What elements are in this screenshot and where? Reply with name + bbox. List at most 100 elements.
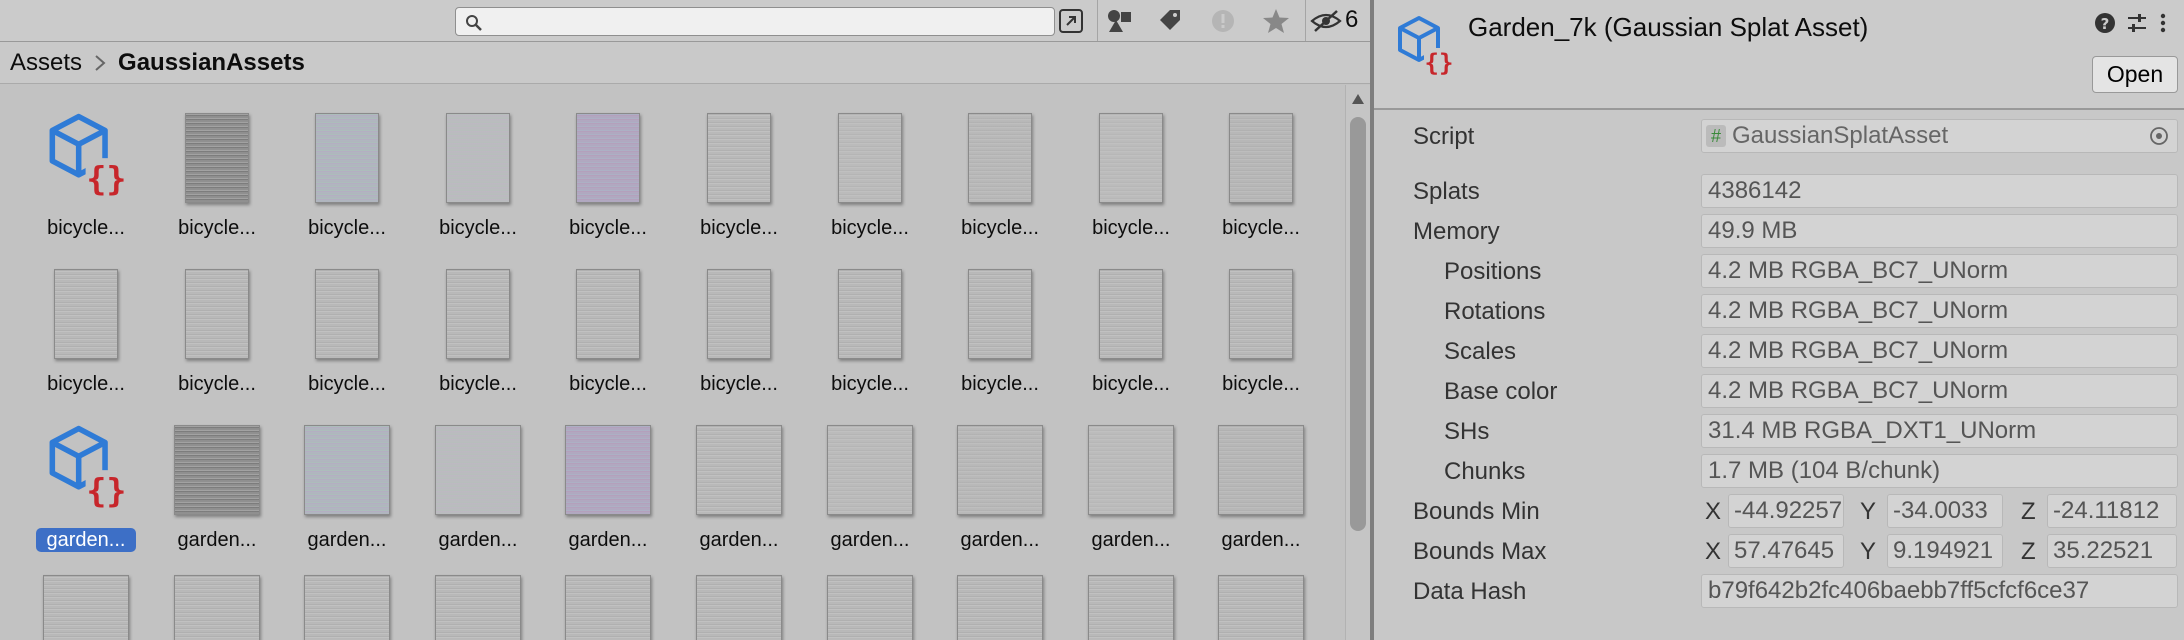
asset-item[interactable]: garden... <box>287 407 407 557</box>
property-value[interactable]: 1.7 MB (104 B/chunk) <box>1701 454 2178 488</box>
asset-label: bicycle... <box>47 217 125 239</box>
asset-item[interactable]: bicycle... <box>287 95 407 245</box>
scroll-thumb[interactable] <box>1350 117 1366 531</box>
asset-item[interactable] <box>1201 563 1321 640</box>
asset-item[interactable]: bicycle... <box>940 251 1060 401</box>
data-hash-label: Data Hash <box>1413 578 1527 605</box>
asset-item[interactable] <box>679 563 799 640</box>
svg-text:?: ? <box>2101 15 2110 33</box>
search-field[interactable] <box>455 7 1055 36</box>
asset-label: bicycle... <box>961 217 1039 239</box>
asset-item[interactable]: bicycle... <box>418 95 538 245</box>
open-button[interactable]: Open <box>2092 56 2178 93</box>
bounds-min-z[interactable]: -24.11812 <box>2047 494 2177 528</box>
filter-by-type-button[interactable] <box>1097 0 1139 41</box>
asset-label: garden... <box>1221 529 1301 551</box>
asset-item[interactable]: bicycle... <box>26 251 146 401</box>
asset-item[interactable] <box>26 563 146 640</box>
settings-sliders-icon[interactable] <box>2126 12 2148 34</box>
asset-item[interactable] <box>1071 563 1191 640</box>
bounds-min-y[interactable]: -34.0033 <box>1887 494 2003 528</box>
kebab-menu-icon[interactable] <box>2158 12 2168 34</box>
property-value[interactable]: 4386142 <box>1701 174 2178 208</box>
asset-item[interactable]: bicycle... <box>1071 251 1191 401</box>
filter-by-warning-button[interactable] <box>1202 0 1244 41</box>
asset-item[interactable]: bicycle... <box>548 251 668 401</box>
property-row: Positions 4.2 MB RGBA_BC7_UNorm <box>1374 251 2184 291</box>
object-picker-icon[interactable] <box>2149 126 2169 146</box>
project-browser: 6 Assets GaussianAssets {} bicycle... bicy… <box>0 0 1370 640</box>
scroll-up-icon[interactable] <box>1351 93 1365 105</box>
property-value[interactable]: 4.2 MB RGBA_BC7_UNorm <box>1701 294 2178 328</box>
asset-label: bicycle... <box>831 217 909 239</box>
asset-item[interactable]: bicycle... <box>679 95 799 245</box>
asset-item[interactable]: bicycle... <box>1071 95 1191 245</box>
asset-item[interactable] <box>418 563 538 640</box>
asset-item[interactable]: bicycle... <box>679 251 799 401</box>
texture-thumbnail <box>1099 269 1163 359</box>
asset-item[interactable]: bicycle... <box>940 95 1060 245</box>
asset-item[interactable] <box>157 563 277 640</box>
asset-item[interactable]: bicycle... <box>810 251 930 401</box>
texture-thumbnail <box>957 425 1043 515</box>
asset-item[interactable]: bicycle... <box>157 95 277 245</box>
texture-thumbnail <box>185 113 249 203</box>
help-icon[interactable]: ? <box>2094 12 2116 34</box>
panel-divider[interactable] <box>1370 0 1374 640</box>
asset-item[interactable]: garden... <box>1201 407 1321 557</box>
asset-item[interactable]: bicycle... <box>287 251 407 401</box>
favorites-button[interactable] <box>1255 0 1297 41</box>
asset-item[interactable]: garden... <box>418 407 538 557</box>
asset-item[interactable]: garden... <box>157 407 277 557</box>
asset-item[interactable] <box>287 563 407 640</box>
breadcrumb-current[interactable]: GaussianAssets <box>118 48 305 76</box>
asset-item[interactable]: {} garden... <box>26 407 146 557</box>
filter-by-label-button[interactable] <box>1149 0 1191 41</box>
asset-item[interactable]: garden... <box>1071 407 1191 557</box>
property-value[interactable]: 31.4 MB RGBA_DXT1_UNorm <box>1701 414 2178 448</box>
bounds-max-vector: X 57.47645 Y 9.194921 Z 35.22521 <box>1701 534 2178 568</box>
property-name: SHs <box>1444 418 1490 445</box>
data-hash-field[interactable]: b79f642b2fc406baebb7ff5cfcf6ce37 <box>1701 574 2178 608</box>
asset-label: bicycle... <box>178 217 256 239</box>
asset-item[interactable] <box>940 563 1060 640</box>
asset-item[interactable] <box>548 563 668 640</box>
breadcrumb-root[interactable]: Assets <box>10 48 83 76</box>
asset-label: garden... <box>568 529 648 551</box>
script-field[interactable]: # GaussianSplatAsset <box>1701 119 2178 153</box>
asset-label: bicycle... <box>700 373 778 395</box>
maximize-button[interactable] <box>1050 0 1092 41</box>
gaussian-asset-icon: {} <box>49 425 128 509</box>
asset-item[interactable]: bicycle... <box>548 95 668 245</box>
asset-item[interactable]: garden... <box>810 407 930 557</box>
asset-label: bicycle... <box>439 217 517 239</box>
asset-item[interactable]: garden... <box>679 407 799 557</box>
asset-item[interactable]: bicycle... <box>810 95 930 245</box>
bounds-max-y[interactable]: 9.194921 <box>1887 534 2003 568</box>
search-input[interactable] <box>490 10 1050 33</box>
property-value[interactable]: 49.9 MB <box>1701 214 2178 248</box>
property-value[interactable]: 4.2 MB RGBA_BC7_UNorm <box>1701 254 2178 288</box>
asset-grid: {} bicycle... bicycle... bicycle... bicycle.… <box>0 85 1345 640</box>
asset-item[interactable]: {} bicycle... <box>26 95 146 245</box>
asset-item[interactable] <box>810 563 930 640</box>
texture-thumbnail <box>1218 425 1304 515</box>
texture-thumbnail <box>1229 269 1293 359</box>
svg-text:{}: {} <box>1425 49 1454 76</box>
axis-y-label: Y <box>1860 498 1877 525</box>
hidden-packages-button[interactable] <box>1305 0 1345 41</box>
asset-item[interactable]: garden... <box>548 407 668 557</box>
asset-item[interactable]: bicycle... <box>1201 95 1321 245</box>
grid-scrollbar[interactable] <box>1345 85 1370 640</box>
asset-item[interactable]: bicycle... <box>418 251 538 401</box>
property-value[interactable]: 4.2 MB RGBA_BC7_UNorm <box>1701 334 2178 368</box>
asset-item[interactable]: bicycle... <box>1201 251 1321 401</box>
texture-thumbnail <box>968 113 1032 203</box>
asset-item[interactable]: bicycle... <box>157 251 277 401</box>
bounds-min-x[interactable]: -44.92257 <box>1728 494 1844 528</box>
bounds-max-z[interactable]: 35.22521 <box>2047 534 2177 568</box>
asset-item[interactable]: garden... <box>940 407 1060 557</box>
property-value[interactable]: 4.2 MB RGBA_BC7_UNorm <box>1701 374 2178 408</box>
bounds-max-x[interactable]: 57.47645 <box>1728 534 1844 568</box>
texture-thumbnail <box>565 425 651 515</box>
